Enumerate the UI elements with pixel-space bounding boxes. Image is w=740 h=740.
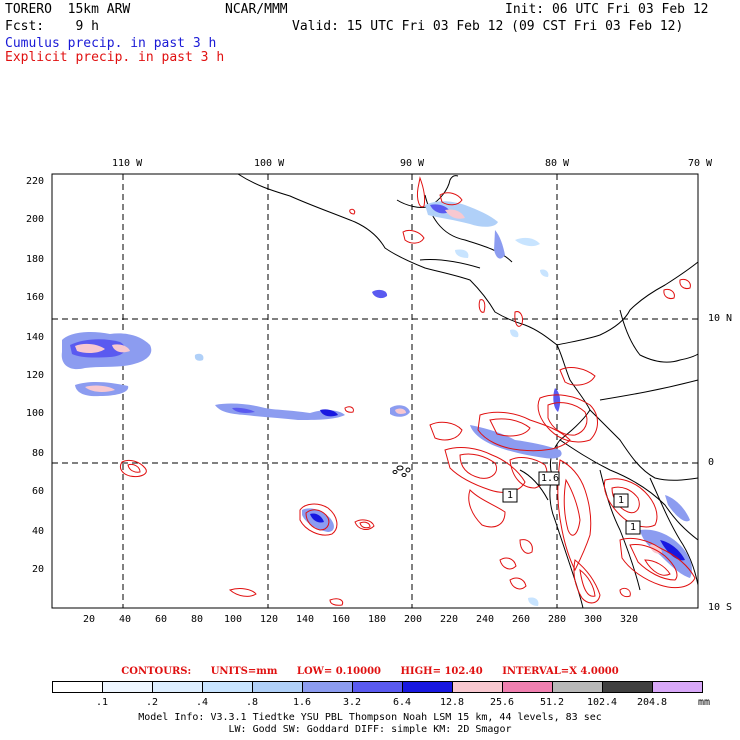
lon-label-110w: 110 W xyxy=(112,158,143,169)
x-index-label: 120 xyxy=(260,614,279,625)
contour-info: CONTOURS: UNITS=mm LOW= 0.10000 HIGH= 10… xyxy=(0,666,740,677)
color-scale-swatch xyxy=(602,681,653,693)
explicit-precip-contours xyxy=(119,176,696,606)
y-index-label: 100 xyxy=(26,408,45,419)
y-index-label: 160 xyxy=(26,292,45,303)
color-scale-swatch xyxy=(352,681,403,693)
color-scale-label: 6.4 xyxy=(392,697,412,708)
x-index-label: 80 xyxy=(191,614,204,625)
color-scale-label: .8 xyxy=(245,697,259,708)
map-frame xyxy=(51,173,699,609)
contour-info-units: UNITS=mm xyxy=(210,666,278,677)
y-index-label: 40 xyxy=(32,526,45,537)
x-index-label: 100 xyxy=(224,614,243,625)
y-index-label: 20 xyxy=(32,564,45,575)
organization: NCAR/MMM xyxy=(225,2,288,17)
y-index-label: 60 xyxy=(32,486,45,497)
color-scale-swatch xyxy=(102,681,153,693)
lat-label-10s: 10 S xyxy=(708,602,733,613)
lat-label-0: 0 xyxy=(708,457,715,468)
contour-info-high: HIGH= 102.40 xyxy=(400,666,483,677)
x-index-label: 180 xyxy=(368,614,387,625)
color-scale-swatch xyxy=(402,681,453,693)
color-scale-swatch xyxy=(252,681,303,693)
cumulus-precip-areas xyxy=(61,201,692,606)
color-scale-label: .2 xyxy=(145,697,159,708)
x-index-label: 260 xyxy=(512,614,531,625)
galapagos-islands xyxy=(392,465,411,477)
contour-label: 1 xyxy=(630,522,637,533)
x-index-label: 40 xyxy=(119,614,132,625)
physics-info-line: LW: Godd SW: Goddard DIFF: simple KM: 2D… xyxy=(228,724,512,735)
contour-label: 1 xyxy=(618,495,625,506)
lon-label-90w: 90 W xyxy=(400,158,425,169)
x-index-label: 200 xyxy=(404,614,423,625)
contour-label-boxes xyxy=(502,471,641,535)
x-index-label: 280 xyxy=(548,614,567,625)
x-index-label: 20 xyxy=(83,614,96,625)
color-scale-swatch xyxy=(152,681,203,693)
field-explicit-title: Explicit precip. in past 3 h xyxy=(5,50,225,65)
lon-label-80w: 80 W xyxy=(545,158,570,169)
color-scale-swatch xyxy=(652,681,703,693)
forecast-hour: Fcst: 9 h xyxy=(5,19,99,34)
color-scale-label: 3.2 xyxy=(342,697,362,708)
color-scale-unit: mm xyxy=(698,697,711,708)
x-index-label: 300 xyxy=(584,614,603,625)
y-index-label: 220 xyxy=(26,176,45,187)
lat-label-10n: 10 N xyxy=(708,313,733,324)
contour-info-interval: INTERVAL=X 4.0000 xyxy=(502,666,619,677)
y-index-label: 140 xyxy=(26,332,45,343)
coastlines xyxy=(237,173,699,609)
x-index-label: 220 xyxy=(440,614,459,625)
x-index-label: 240 xyxy=(476,614,495,625)
init-time: Init: 06 UTC Fri 03 Feb 12 xyxy=(505,2,709,17)
contour-label: 1.6 xyxy=(541,473,560,484)
x-index-label: 160 xyxy=(332,614,351,625)
color-scale-label: 25.6 xyxy=(489,697,515,708)
color-scale-label: 204.8 xyxy=(636,697,668,708)
model-name: TORERO 15km ARW xyxy=(5,2,131,17)
color-scale-swatch xyxy=(552,681,603,693)
color-scale-swatch xyxy=(452,681,503,693)
color-scale-swatch xyxy=(202,681,253,693)
contour-info-low: LOW= 0.10000 xyxy=(296,666,381,677)
y-index-label: 180 xyxy=(26,254,45,265)
color-scale-label: 102.4 xyxy=(586,697,618,708)
contour-label: 1 xyxy=(507,490,514,501)
color-scale-label: .4 xyxy=(195,697,209,708)
color-scale-label: 1.6 xyxy=(292,697,312,708)
x-index-label: 320 xyxy=(620,614,639,625)
field-cumulus-title: Cumulus precip. in past 3 h xyxy=(5,36,217,51)
color-scale-label: 12.8 xyxy=(439,697,465,708)
color-scale-swatch xyxy=(52,681,103,693)
model-info-line: Model Info: V3.3.1 Tiedtke YSU PBL Thomp… xyxy=(138,712,602,723)
lon-label-70w: 70 W xyxy=(688,158,713,169)
y-index-label: 80 xyxy=(32,448,45,459)
x-index-label: 60 xyxy=(155,614,168,625)
contour-info-label: CONTOURS: xyxy=(121,666,192,677)
color-scale-swatch xyxy=(302,681,353,693)
y-index-label: 120 xyxy=(26,370,45,381)
color-scale-swatch xyxy=(502,681,553,693)
valid-time: Valid: 15 UTC Fri 03 Feb 12 (09 CST Fri … xyxy=(292,19,684,34)
y-index-label: 200 xyxy=(26,214,45,225)
color-scale-label: 51.2 xyxy=(539,697,565,708)
lat-lon-grid xyxy=(52,174,698,608)
color-scale-label: .1 xyxy=(95,697,109,708)
lon-label-100w: 100 W xyxy=(254,158,285,169)
x-index-label: 140 xyxy=(296,614,315,625)
